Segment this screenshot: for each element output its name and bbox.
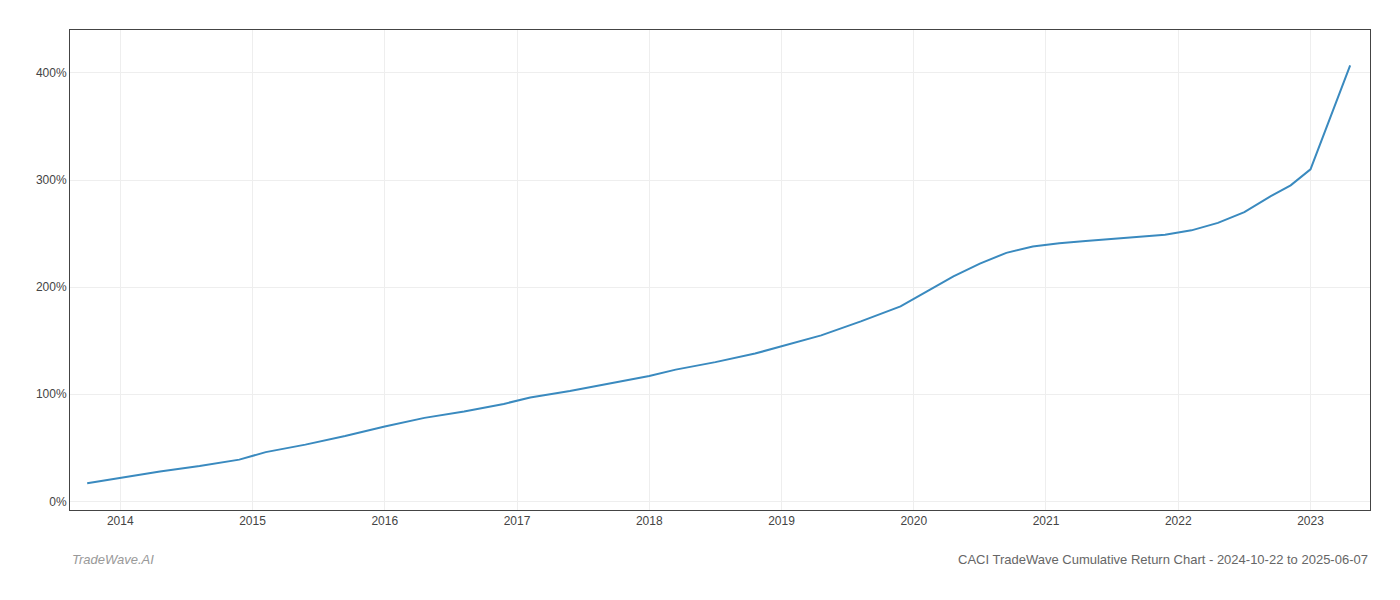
svg-text:0%: 0% <box>49 495 67 509</box>
svg-text:100%: 100% <box>36 387 67 401</box>
svg-text:400%: 400% <box>36 66 67 80</box>
svg-text:2014: 2014 <box>107 514 134 528</box>
svg-text:2019: 2019 <box>768 514 795 528</box>
svg-text:2020: 2020 <box>900 514 927 528</box>
svg-text:200%: 200% <box>36 280 67 294</box>
svg-text:TradeWave.AI: TradeWave.AI <box>72 552 154 567</box>
svg-text:2022: 2022 <box>1165 514 1192 528</box>
svg-text:2023: 2023 <box>1297 514 1324 528</box>
svg-text:2018: 2018 <box>636 514 663 528</box>
svg-text:2016: 2016 <box>371 514 398 528</box>
svg-text:2015: 2015 <box>239 514 266 528</box>
svg-text:CACI TradeWave Cumulative Retu: CACI TradeWave Cumulative Return Chart -… <box>958 552 1368 567</box>
svg-text:2021: 2021 <box>1033 514 1060 528</box>
svg-text:2017: 2017 <box>504 514 531 528</box>
svg-text:300%: 300% <box>36 173 67 187</box>
